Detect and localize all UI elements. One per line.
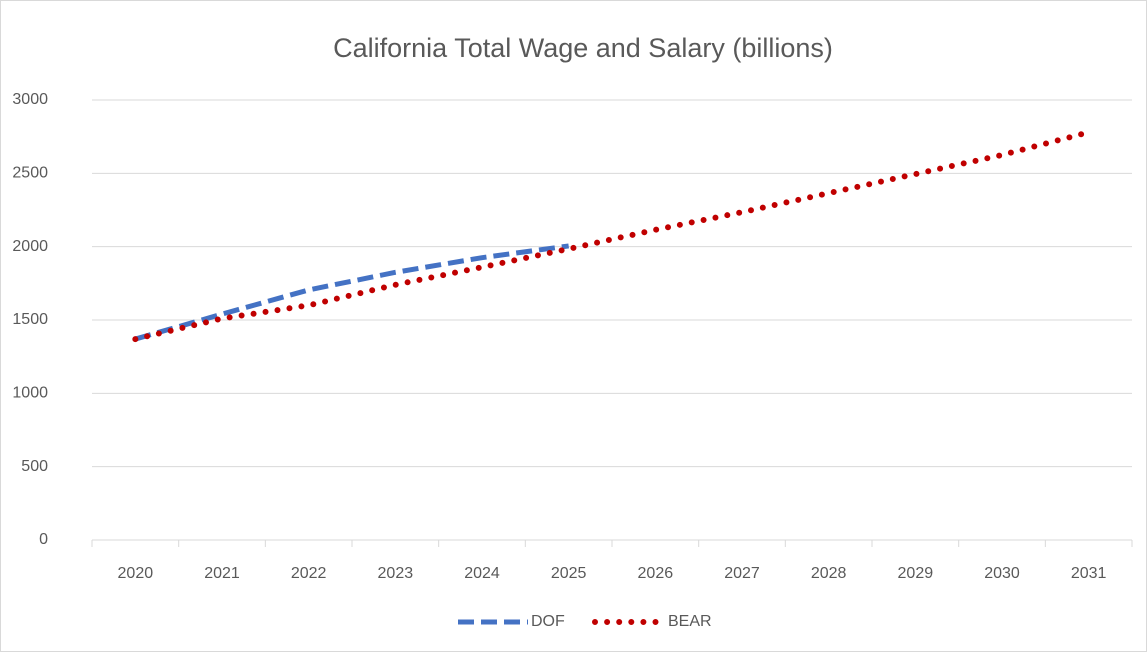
legend-label: BEAR (668, 613, 712, 630)
legend-label: DOF (531, 613, 565, 630)
y-tick-label: 500 (21, 458, 48, 475)
series-line (132, 129, 1092, 343)
x-tick-label: 2025 (551, 565, 587, 582)
series-line (134, 243, 570, 342)
x-tick-label: 2030 (984, 565, 1020, 582)
x-tick-label: 2021 (204, 565, 240, 582)
x-tick-label: 2024 (464, 565, 500, 582)
x-tick-label: 2026 (638, 565, 674, 582)
y-tick-label: 3000 (12, 91, 48, 108)
x-tick-label: 2027 (724, 565, 760, 582)
x-tick-label: 2023 (378, 565, 414, 582)
y-tick-label: 1000 (12, 385, 48, 402)
x-tick-label: 2029 (898, 565, 934, 582)
y-tick-label: 2500 (12, 165, 48, 182)
x-tick-label: 2028 (811, 565, 847, 582)
chart-title: California Total Wage and Salary (billio… (333, 33, 833, 63)
y-tick-label: 0 (39, 531, 48, 548)
y-tick-label: 2000 (12, 238, 48, 255)
x-tick-label: 2020 (118, 565, 154, 582)
x-tick-label: 2022 (291, 565, 327, 582)
x-tick-label: 2031 (1071, 565, 1107, 582)
y-tick-label: 1500 (12, 311, 48, 328)
